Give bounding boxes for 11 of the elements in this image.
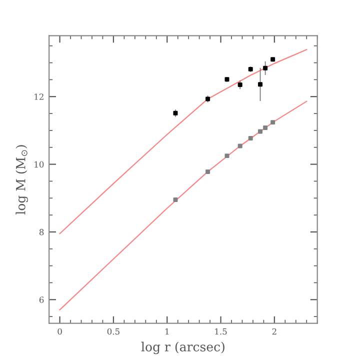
x-tick-label: 1.5 bbox=[215, 328, 227, 335]
x-tick-label: 2 bbox=[272, 328, 276, 335]
y-tick-label: 8 bbox=[39, 228, 44, 236]
x-tick-label: 0 bbox=[58, 328, 62, 335]
x-axis-title: log r (arcsec) bbox=[141, 342, 224, 354]
y-tick-label: 12 bbox=[34, 94, 44, 100]
y-axis-title: log M (M$_{⊙}$) bbox=[16, 145, 28, 214]
y-tick-label: 6 bbox=[39, 296, 44, 303]
x-tick-label: 0.5 bbox=[107, 328, 120, 335]
y-tick-label: 10 bbox=[34, 161, 44, 168]
x-tick-label: 1 bbox=[165, 328, 169, 335]
